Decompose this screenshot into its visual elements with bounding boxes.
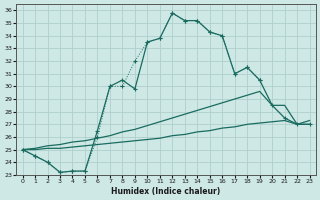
X-axis label: Humidex (Indice chaleur): Humidex (Indice chaleur) [111, 187, 221, 196]
